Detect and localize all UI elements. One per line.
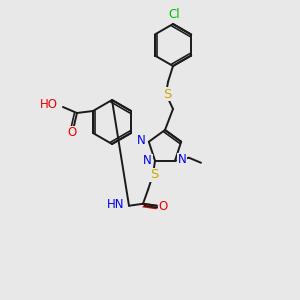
Text: HN: HN	[106, 198, 124, 211]
Text: Cl: Cl	[168, 8, 180, 22]
Text: O: O	[67, 127, 76, 140]
Text: N: N	[143, 154, 152, 167]
Text: HO: HO	[40, 98, 58, 110]
Text: N: N	[178, 153, 187, 166]
Text: O: O	[158, 200, 168, 213]
Text: N: N	[137, 134, 146, 147]
Text: S: S	[163, 88, 171, 100]
Text: S: S	[150, 168, 158, 181]
